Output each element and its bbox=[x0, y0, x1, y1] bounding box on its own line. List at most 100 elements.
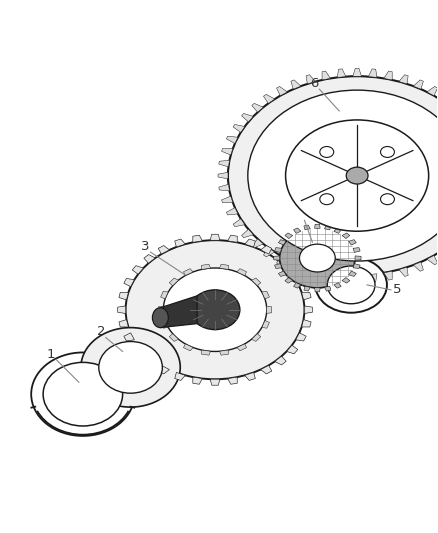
Polygon shape bbox=[264, 94, 275, 103]
Polygon shape bbox=[118, 306, 126, 313]
Ellipse shape bbox=[300, 244, 335, 272]
Polygon shape bbox=[264, 248, 275, 257]
Polygon shape bbox=[219, 184, 230, 191]
Polygon shape bbox=[228, 235, 237, 243]
Polygon shape bbox=[427, 86, 438, 96]
Polygon shape bbox=[252, 103, 263, 112]
Ellipse shape bbox=[163, 268, 267, 351]
Ellipse shape bbox=[43, 362, 123, 426]
Polygon shape bbox=[325, 225, 331, 230]
Polygon shape bbox=[132, 345, 144, 354]
Polygon shape bbox=[261, 246, 272, 254]
Polygon shape bbox=[279, 271, 286, 277]
Polygon shape bbox=[144, 356, 155, 365]
Polygon shape bbox=[413, 80, 424, 89]
Polygon shape bbox=[279, 240, 286, 245]
Polygon shape bbox=[413, 262, 424, 271]
Polygon shape bbox=[353, 264, 360, 269]
Polygon shape bbox=[201, 350, 211, 355]
Polygon shape bbox=[275, 264, 282, 269]
Ellipse shape bbox=[81, 328, 180, 407]
Polygon shape bbox=[219, 350, 229, 355]
Polygon shape bbox=[293, 282, 301, 288]
Polygon shape bbox=[384, 71, 392, 80]
Polygon shape bbox=[384, 271, 392, 280]
Ellipse shape bbox=[31, 352, 134, 436]
Polygon shape bbox=[296, 278, 306, 287]
Polygon shape bbox=[285, 233, 293, 239]
Polygon shape bbox=[286, 345, 298, 354]
Polygon shape bbox=[291, 262, 301, 271]
Polygon shape bbox=[325, 286, 331, 291]
Polygon shape bbox=[306, 267, 315, 277]
Polygon shape bbox=[314, 224, 320, 228]
Ellipse shape bbox=[190, 290, 240, 329]
Polygon shape bbox=[242, 229, 253, 238]
Polygon shape bbox=[161, 291, 168, 299]
Polygon shape bbox=[304, 286, 310, 291]
Polygon shape bbox=[219, 264, 229, 269]
Polygon shape bbox=[293, 228, 301, 233]
Polygon shape bbox=[322, 71, 330, 80]
Polygon shape bbox=[314, 288, 320, 292]
Ellipse shape bbox=[126, 240, 304, 379]
Ellipse shape bbox=[99, 342, 162, 393]
Polygon shape bbox=[368, 69, 377, 77]
Polygon shape bbox=[399, 75, 408, 84]
Polygon shape bbox=[286, 265, 298, 274]
Ellipse shape bbox=[381, 147, 395, 157]
Polygon shape bbox=[368, 274, 377, 282]
Polygon shape bbox=[132, 265, 144, 274]
Polygon shape bbox=[276, 255, 287, 265]
Polygon shape bbox=[222, 149, 233, 155]
Polygon shape bbox=[159, 306, 163, 313]
Polygon shape bbox=[193, 235, 202, 243]
Polygon shape bbox=[266, 306, 272, 313]
Polygon shape bbox=[275, 248, 282, 253]
Polygon shape bbox=[170, 278, 179, 286]
Polygon shape bbox=[322, 271, 330, 280]
Polygon shape bbox=[219, 160, 230, 167]
Polygon shape bbox=[228, 377, 237, 384]
Text: 5: 5 bbox=[392, 284, 401, 296]
Polygon shape bbox=[245, 373, 255, 381]
Ellipse shape bbox=[320, 193, 334, 205]
Polygon shape bbox=[158, 366, 170, 374]
Ellipse shape bbox=[286, 120, 429, 231]
Polygon shape bbox=[285, 278, 293, 283]
Polygon shape bbox=[124, 278, 134, 287]
Polygon shape bbox=[158, 246, 170, 254]
Ellipse shape bbox=[327, 266, 375, 304]
Ellipse shape bbox=[346, 167, 368, 184]
Polygon shape bbox=[353, 275, 361, 283]
Polygon shape bbox=[170, 334, 179, 342]
Polygon shape bbox=[399, 267, 408, 277]
Ellipse shape bbox=[381, 193, 395, 205]
Polygon shape bbox=[222, 196, 233, 203]
Polygon shape bbox=[184, 269, 193, 276]
Polygon shape bbox=[349, 240, 357, 245]
Polygon shape bbox=[302, 320, 311, 327]
Polygon shape bbox=[252, 239, 263, 248]
Polygon shape bbox=[304, 306, 312, 313]
Polygon shape bbox=[245, 239, 255, 247]
Polygon shape bbox=[161, 320, 168, 328]
Polygon shape bbox=[334, 282, 341, 288]
Polygon shape bbox=[184, 344, 193, 351]
Ellipse shape bbox=[320, 147, 334, 157]
Polygon shape bbox=[291, 80, 301, 89]
Polygon shape bbox=[160, 296, 197, 328]
Polygon shape bbox=[237, 269, 247, 276]
Polygon shape bbox=[237, 344, 247, 351]
Polygon shape bbox=[175, 373, 185, 381]
Polygon shape bbox=[275, 255, 286, 263]
Polygon shape bbox=[251, 334, 261, 342]
Polygon shape bbox=[251, 278, 261, 286]
Polygon shape bbox=[226, 136, 238, 143]
Polygon shape bbox=[233, 219, 245, 227]
Text: 4: 4 bbox=[295, 207, 304, 220]
Polygon shape bbox=[226, 208, 238, 215]
Polygon shape bbox=[355, 256, 361, 260]
Polygon shape bbox=[304, 225, 310, 230]
Polygon shape bbox=[233, 125, 245, 132]
